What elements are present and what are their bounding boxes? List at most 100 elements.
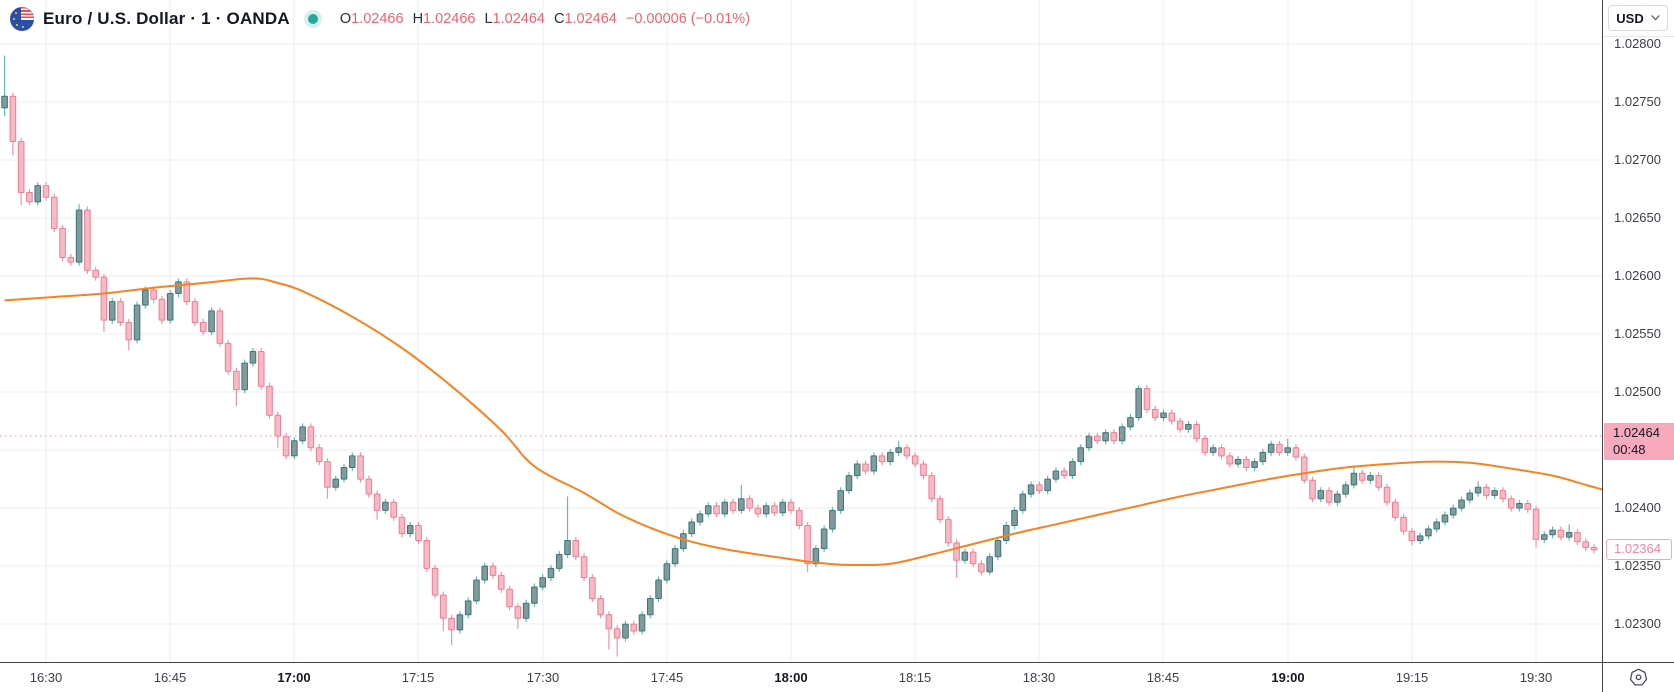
candle-body	[1259, 451, 1267, 463]
candle-body	[1491, 490, 1498, 496]
candle-body	[795, 509, 803, 526]
candle-body	[1127, 417, 1134, 428]
change-value: −0.00006 (−0.01%)	[625, 11, 751, 27]
market-status-icon[interactable]	[307, 14, 318, 24]
candle-body	[771, 505, 778, 514]
axis-corner	[1602, 662, 1674, 692]
candle-body	[829, 509, 836, 530]
candle-body	[150, 289, 157, 300]
candle-body	[59, 228, 66, 259]
time-axis-label: 18:00	[774, 670, 808, 685]
candle-body	[1193, 424, 1200, 439]
candle-body	[241, 362, 248, 391]
candle-body	[762, 505, 770, 515]
time-axis[interactable]: 16:30 16:45 17:00 17:15 17:30 17:45 18:00 18:15…	[0, 662, 1602, 692]
candle-body	[1069, 461, 1076, 477]
candle-body	[1243, 458, 1250, 468]
candle-body	[373, 493, 381, 511]
candle-body	[233, 370, 240, 391]
candle-body	[191, 301, 199, 323]
candle-body	[1094, 435, 1101, 442]
candle-body	[1151, 408, 1159, 419]
candle-body	[34, 185, 42, 203]
candle-body	[862, 463, 869, 472]
candle-body	[853, 463, 861, 477]
candle-body	[779, 501, 787, 514]
candle-body	[1044, 478, 1051, 492]
candlestick-chart[interactable]	[0, 0, 1602, 662]
candle-body	[1433, 521, 1441, 530]
candle-body	[1143, 388, 1151, 410]
candle-body	[1507, 498, 1515, 509]
candle-body	[1590, 547, 1598, 551]
candle-body	[307, 426, 315, 449]
candle-body	[539, 577, 546, 588]
candle-body	[142, 289, 149, 306]
candle-body	[1582, 541, 1590, 549]
candle-body	[1218, 447, 1225, 457]
candle-body	[406, 524, 414, 535]
candle-body	[688, 521, 695, 535]
candle-body	[324, 461, 331, 488]
candle-body	[67, 257, 75, 263]
candle-body	[522, 602, 530, 619]
candle-body	[613, 628, 621, 639]
currency-label: USD	[1616, 10, 1644, 26]
chart-pane[interactable]: Euro / U.S. Dollar · 1 · OANDA O 1.02466 …	[0, 0, 1602, 662]
symbol-title[interactable]: Euro / U.S. Dollar · 1 · OANDA	[43, 9, 290, 28]
candle-body	[1400, 516, 1407, 532]
time-axis-label: 17:30	[526, 670, 560, 685]
candle-body	[1532, 508, 1540, 540]
time-axis-label: 18:15	[898, 670, 932, 685]
candle-body	[166, 292, 174, 321]
candle-body	[671, 548, 679, 565]
candle-body	[969, 551, 977, 565]
price-axis-label: 1.02500	[1614, 384, 1661, 399]
candle-body	[1102, 432, 1109, 442]
candle-body	[274, 414, 282, 437]
countdown-price: 1.02464	[1613, 425, 1660, 440]
currency-dropdown[interactable]: USD	[1608, 5, 1668, 31]
candle-body	[448, 617, 455, 631]
candle-body	[1267, 443, 1275, 453]
price-axis-label: 1.02700	[1614, 152, 1661, 167]
candle-body	[704, 505, 712, 515]
time-axis-label: 18:45	[1146, 670, 1180, 685]
candle-body	[1474, 486, 1482, 494]
candle-body	[249, 350, 257, 364]
candle-body	[804, 524, 811, 565]
candle-body	[597, 598, 604, 616]
candle-body	[837, 490, 844, 511]
candle-body	[646, 598, 654, 616]
price-axis-label: 1.02600	[1614, 268, 1661, 283]
candle-body	[564, 540, 571, 555]
candle-body	[911, 455, 919, 465]
price-scale-settings-icon[interactable]	[1628, 667, 1649, 688]
candle-body	[1201, 437, 1209, 453]
candle-body	[50, 196, 58, 230]
candle-body	[1358, 472, 1366, 481]
candle-body	[473, 579, 480, 602]
candle-body	[1226, 455, 1234, 465]
candles	[1, 55, 1598, 657]
candle-body	[961, 551, 969, 561]
candle-body	[299, 426, 306, 442]
candle-body	[456, 614, 464, 631]
candle-body	[1292, 447, 1300, 458]
candle-body	[75, 209, 83, 263]
candle-body	[928, 475, 936, 500]
price-axis-header: USD	[1603, 0, 1674, 37]
candle-body	[100, 276, 108, 321]
time-axis-label: 17:00	[277, 670, 311, 685]
candle-body	[812, 548, 820, 565]
candle-body	[787, 501, 795, 511]
candle-body	[1416, 535, 1424, 542]
candle-body	[1367, 475, 1374, 481]
candle-body	[1251, 461, 1258, 468]
candle-body	[680, 533, 687, 550]
price-axis[interactable]: USD 1.02800 1.02750 1.02700 1.02650 1.02600 1…	[1602, 0, 1674, 662]
candle-body	[1317, 490, 1325, 500]
candle-body	[1375, 475, 1383, 488]
candle-body	[978, 563, 985, 573]
candle-body	[953, 542, 960, 561]
